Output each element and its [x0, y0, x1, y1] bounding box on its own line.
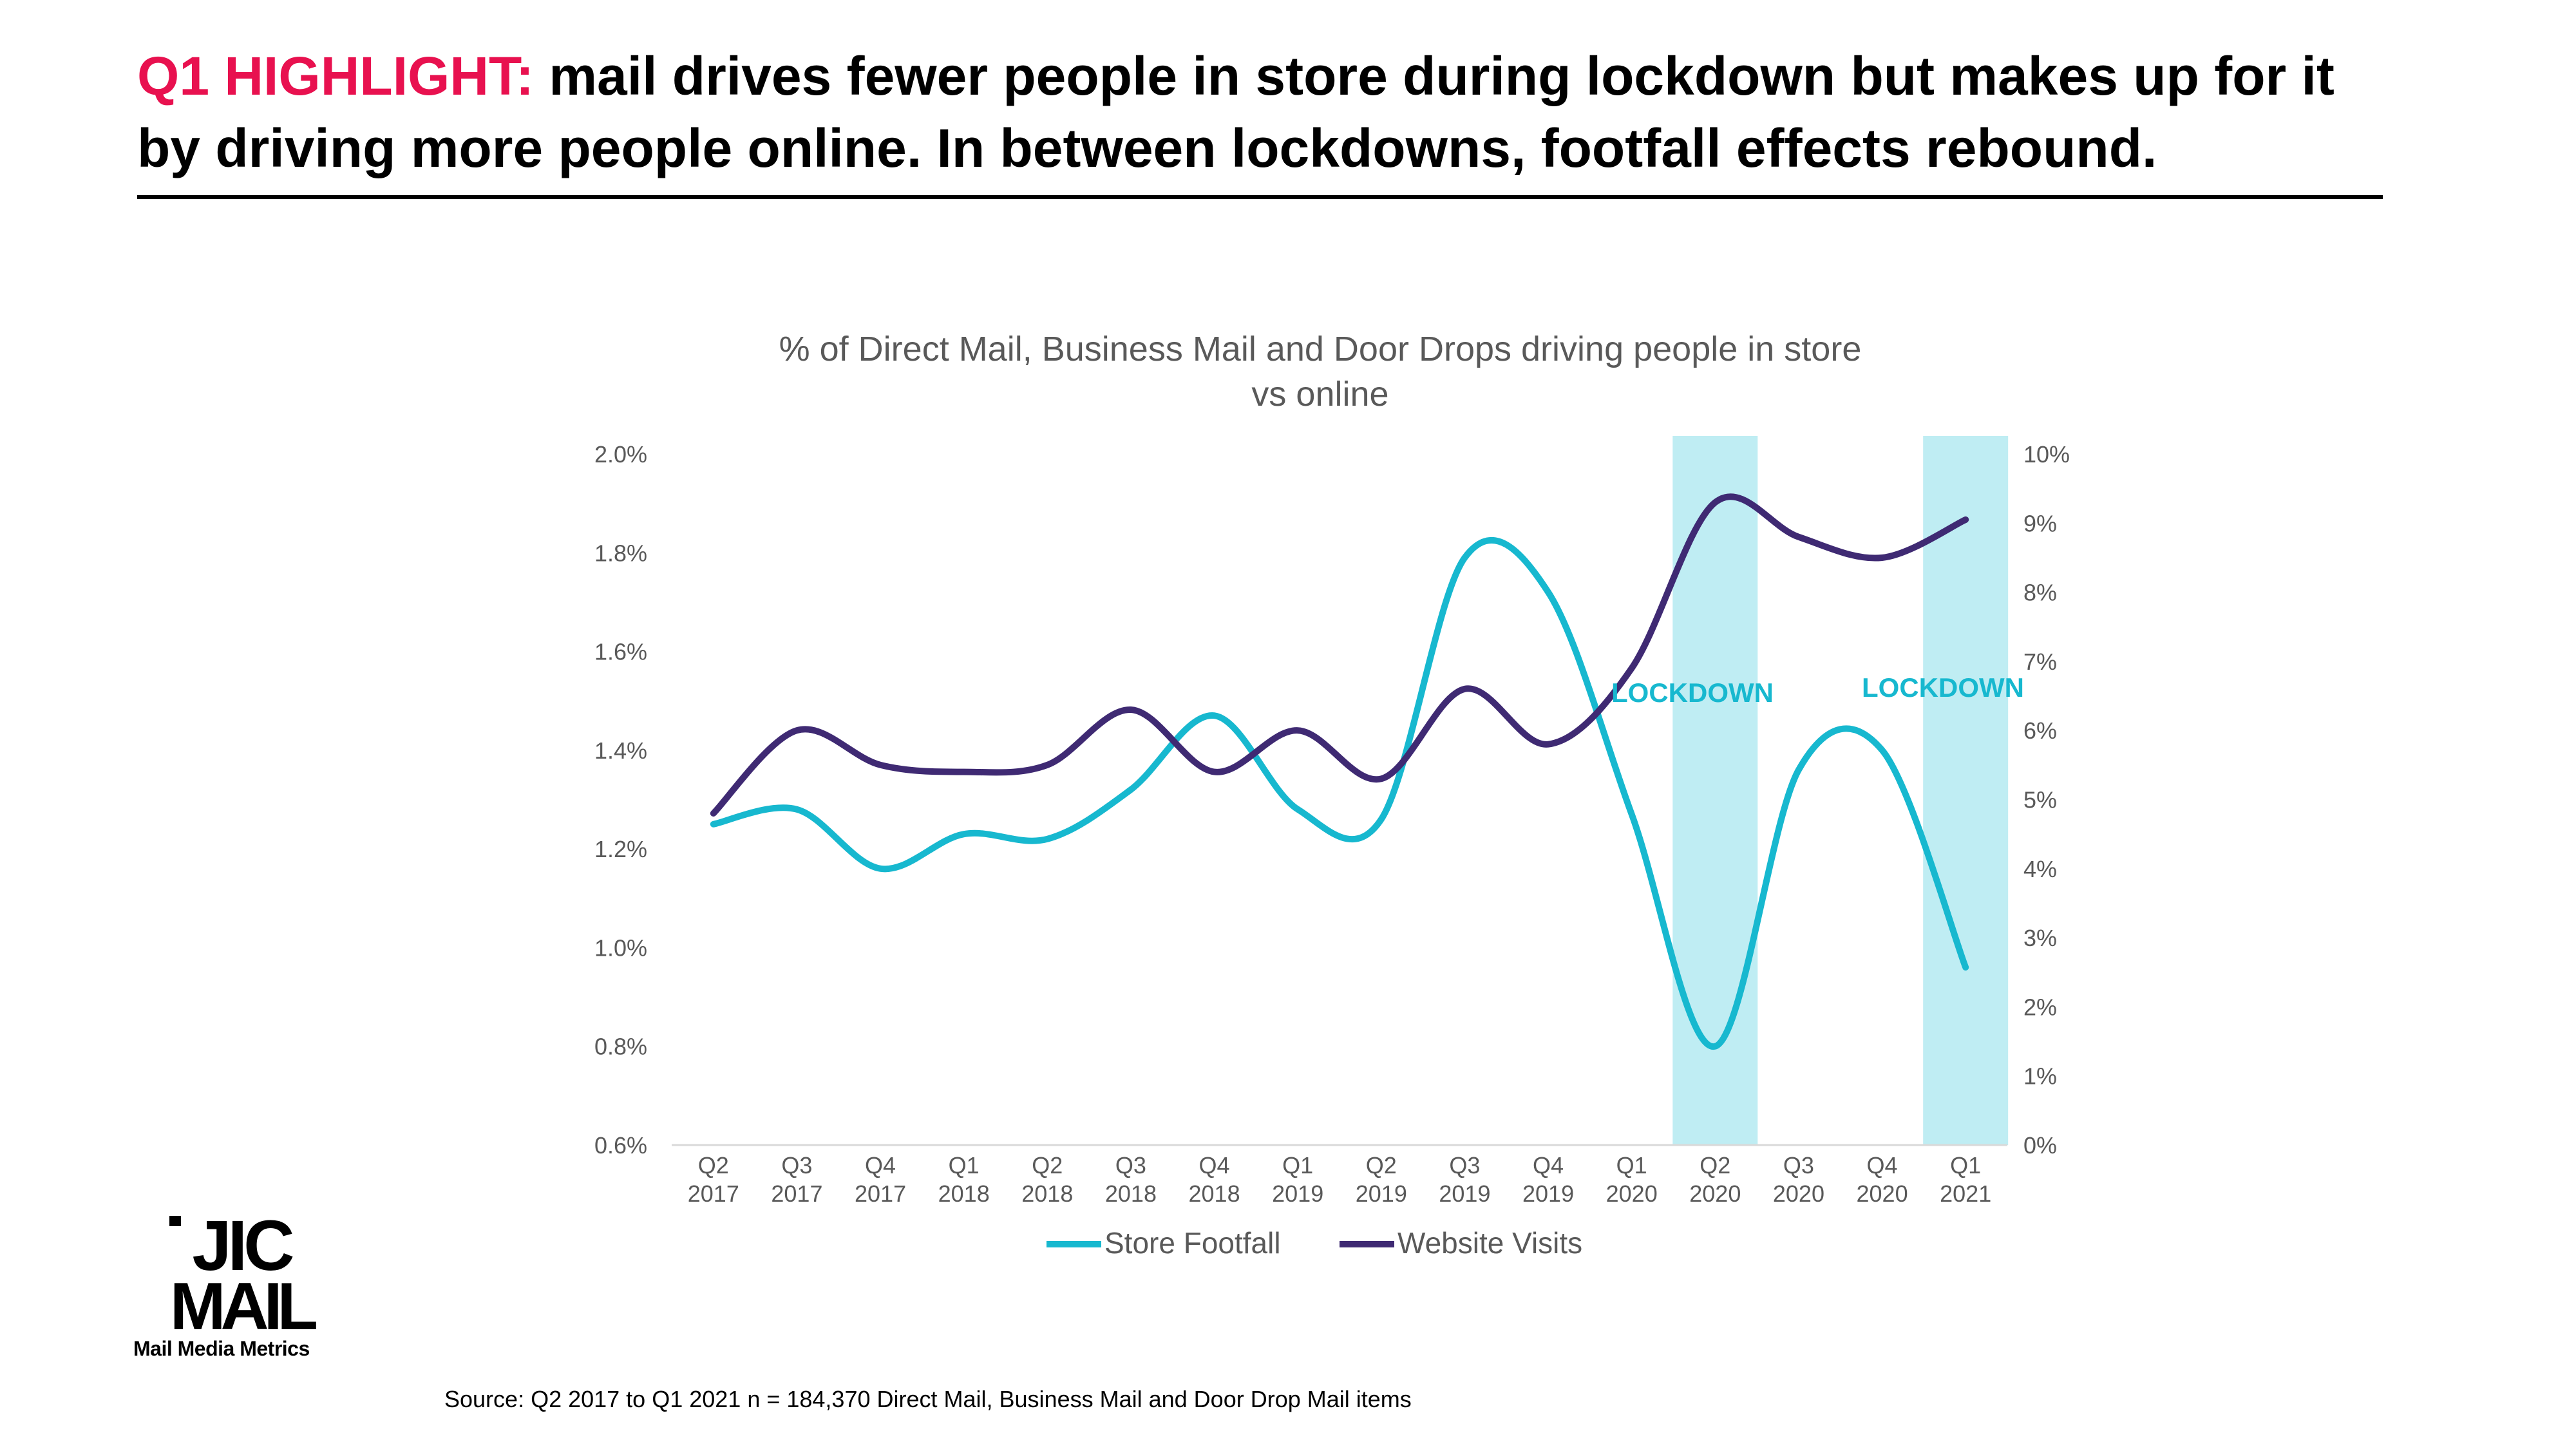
y-left-tick-label: 1.2% — [594, 836, 647, 862]
x-tick-label: Q1 2019 — [1272, 1152, 1323, 1207]
data-point-store-footfall-6 — [1214, 715, 1215, 716]
y-right-tick-label: 5% — [2023, 787, 2057, 813]
x-tick-label: Q1 2018 — [938, 1152, 990, 1207]
y-right-tick-label: 4% — [2023, 856, 2057, 882]
y-left-tick-label: 0.6% — [594, 1132, 647, 1159]
x-tick-label: Q3 2020 — [1773, 1152, 1824, 1207]
logo-dot — [169, 1216, 181, 1226]
logo-text-mail: MAIL — [170, 1269, 317, 1333]
data-point-store-footfall-11 — [1631, 814, 1632, 815]
y-left-tick-label: 1.8% — [594, 540, 647, 566]
source-note: Source: Q2 2017 to Q1 2021 n = 184,370 D… — [444, 1386, 1412, 1412]
lockdown-bands — [1672, 436, 2009, 1145]
y-right-tick-label: 8% — [2023, 580, 2057, 606]
y-left-tick-label: 1.4% — [594, 737, 647, 764]
headline-divider — [137, 195, 2383, 199]
data-point-website-visits-15 — [1965, 519, 1966, 520]
y-left-tick-label: 1.6% — [594, 639, 647, 665]
data-point-website-visits-12 — [1715, 502, 1716, 503]
chart-title-line-2: vs online — [1251, 375, 1388, 413]
y-left-tick-label: 0.8% — [594, 1034, 647, 1060]
y-right-tick-label: 9% — [2023, 510, 2057, 536]
y-left-tick-label: 1.0% — [594, 934, 647, 961]
chart-legend: Store Footfall Website Visits — [1046, 1226, 1582, 1260]
data-point-website-visits-9 — [1464, 688, 1465, 689]
data-point-website-visits-13 — [1798, 536, 1799, 537]
data-point-store-footfall-4 — [1047, 838, 1048, 839]
y-right-tick-label: 0% — [2023, 1132, 2057, 1159]
x-tick-label: Q3 2017 — [771, 1152, 822, 1207]
data-point-website-visits-4 — [1047, 764, 1048, 765]
x-tick-label: Q1 2021 — [1940, 1152, 1991, 1207]
x-tick-label: Q1 2020 — [1606, 1152, 1658, 1207]
data-point-store-footfall-9 — [1464, 557, 1465, 558]
series-line-store-footfall — [710, 537, 1969, 1050]
series-line-website-visits — [710, 493, 1969, 817]
x-tick-label: Q2 2017 — [688, 1152, 739, 1207]
y-right-tick-label: 3% — [2023, 925, 2057, 951]
x-tick-label: Q2 2020 — [1689, 1152, 1741, 1207]
y-right-tick-label: 10% — [2023, 441, 2070, 468]
headline-accent: Q1 HIGHLIGHT: — [137, 46, 535, 106]
x-tick-label: Q2 2018 — [1021, 1152, 1073, 1207]
legend-label-store-footfall: Store Footfall — [1104, 1226, 1281, 1260]
y-right-tick-label: 1% — [2023, 1063, 2057, 1090]
lockdown-labels: LOCKDOWN LOCKDOWN — [1611, 672, 2024, 708]
chart-title-line-1: % of Direct Mail, Business Mail and Door… — [779, 330, 1862, 368]
x-tick-label: Q2 2019 — [1356, 1152, 1407, 1207]
x-tick-label: Q3 2018 — [1105, 1152, 1157, 1207]
y-right-tick-label: 7% — [2023, 649, 2057, 675]
y-right-tick-label: 2% — [2023, 994, 2057, 1020]
axes: 0.6% 0.8% 1.0% 1.2% 1.4% 1.6% 1.8% 2.0% 0% 1% 2% 3%… — [594, 441, 2070, 1207]
y-left-tick-label: 2.0% — [594, 441, 647, 468]
x-tick-label: Q4 2019 — [1522, 1152, 1574, 1207]
lockdown-label-2: LOCKDOWN — [1862, 672, 2024, 703]
logo-text-jic: JIC — [192, 1211, 293, 1285]
data-point-store-footfall-3 — [963, 834, 964, 835]
jicmail-logo: JIC MAIL — [169, 1211, 322, 1333]
lockdown-band-2 — [1923, 436, 2009, 1145]
legend-label-website-visits: Website Visits — [1397, 1226, 1582, 1260]
x-tick-label: Q4 2017 — [855, 1152, 906, 1207]
series-lines — [710, 493, 1969, 1050]
data-point-store-footfall-15 — [1965, 967, 1966, 968]
headline-text: mail drives fewer people in store during… — [137, 46, 2334, 178]
x-tick-label: Q3 2019 — [1439, 1152, 1490, 1207]
data-point-website-visits-2 — [880, 764, 881, 765]
lockdown-band-1 — [1672, 436, 1758, 1145]
slide-headline: Q1 HIGHLIGHT: mail drives fewer people i… — [137, 40, 2391, 184]
x-tick-label: Q4 2020 — [1857, 1152, 1908, 1207]
x-tick-label: Q4 2018 — [1189, 1152, 1240, 1207]
y-right-tick-label: 6% — [2023, 717, 2057, 744]
chart-title: % of Direct Mail, Business Mail and Door… — [779, 330, 1862, 413]
lockdown-label-1: LOCKDOWN — [1611, 677, 1774, 708]
logo-tagline: Mail Media Metrics — [133, 1337, 310, 1360]
data-point-store-footfall-2 — [880, 868, 881, 869]
